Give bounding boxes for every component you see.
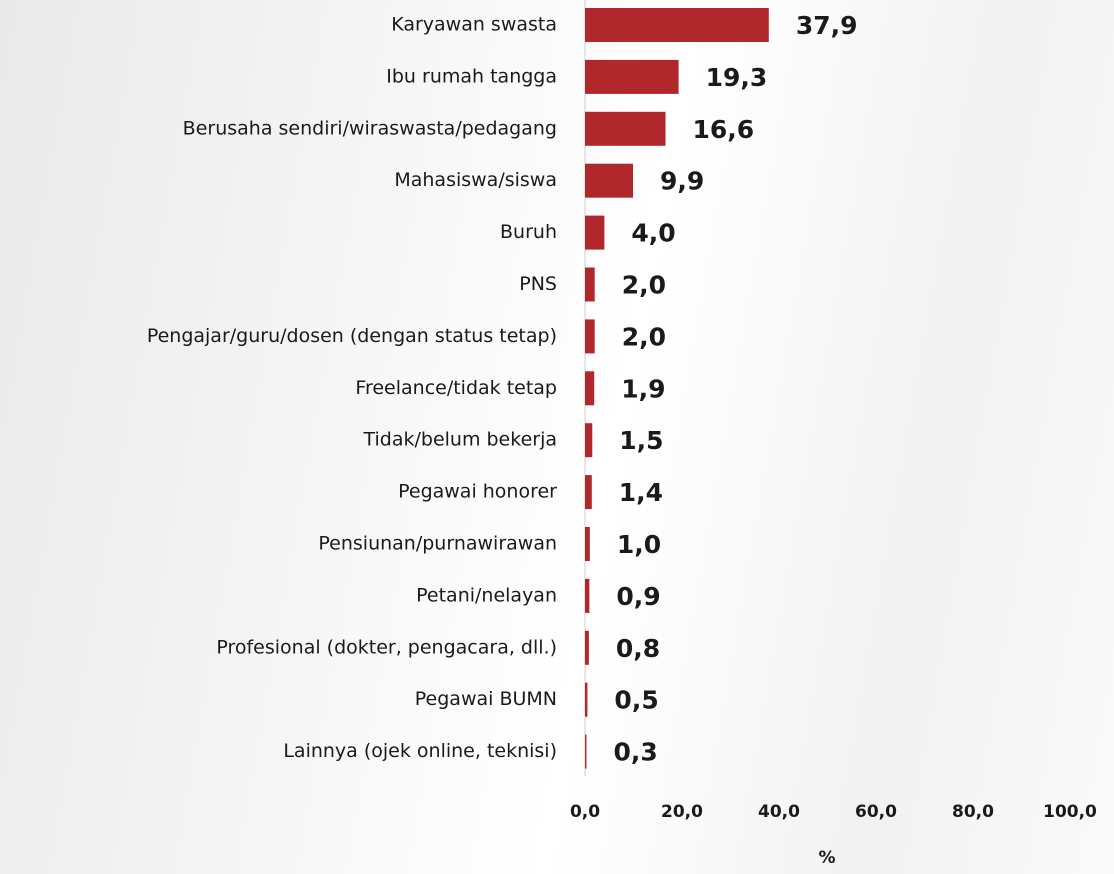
bar: [585, 8, 769, 42]
category-label: Pensiunan/purnawirawan: [318, 533, 557, 555]
bar: [585, 579, 589, 613]
category-label: Karyawan swasta: [391, 14, 557, 36]
value-label: 4,0: [631, 219, 675, 248]
x-tick-label: 40,0: [758, 802, 800, 822]
value-label: 0,5: [614, 686, 658, 715]
chart: % 0,0 20,0 40,0 60,0 80,0 100,0 Karyawan swast…: [0, 0, 1114, 874]
bar: [585, 60, 679, 94]
value-label: 2,0: [622, 322, 666, 351]
value-label: 2,0: [622, 271, 666, 300]
bar: [585, 683, 587, 717]
x-axis-label: %: [818, 848, 835, 868]
category-label: Freelance/tidak tetap: [355, 377, 557, 399]
value-label: 1,5: [619, 426, 663, 455]
bar: [585, 371, 594, 405]
value-label: 0,3: [613, 738, 657, 767]
bar: [585, 216, 604, 250]
bar: [585, 268, 595, 302]
category-label: Pengajar/guru/dosen (dengan status tetap…: [147, 325, 557, 347]
value-label: 16,6: [693, 115, 755, 144]
value-label: 19,3: [706, 63, 768, 92]
category-label: Ibu rumah tangga: [386, 65, 557, 87]
value-label: 37,9: [796, 11, 858, 40]
value-label: 1,0: [617, 530, 661, 559]
x-tick-label: 80,0: [952, 802, 994, 822]
category-label: Berusaha sendiri/wiraswasta/pedagang: [183, 117, 557, 139]
category-label: Tidak/belum bekerja: [362, 429, 557, 451]
category-label: Profesional (dokter, pengacara, dll.): [216, 636, 557, 658]
x-tick-label: 20,0: [661, 802, 703, 822]
bar: [585, 527, 590, 561]
value-label: 0,8: [616, 634, 660, 663]
category-label: Mahasiswa/siswa: [394, 169, 557, 191]
bar: [585, 164, 633, 198]
category-label: Pegawai honorer: [398, 481, 557, 503]
category-label: Petani/nelayan: [416, 584, 557, 606]
bar: [585, 475, 592, 509]
bar: [585, 735, 586, 769]
bar: [585, 631, 589, 665]
x-tick-label: 0,0: [570, 802, 600, 822]
value-label: 1,9: [621, 374, 665, 403]
value-label: 0,9: [616, 582, 660, 611]
bar: [585, 319, 595, 353]
x-tick-label: 100,0: [1043, 802, 1097, 822]
bar: [585, 112, 666, 146]
x-tick-label: 60,0: [855, 802, 897, 822]
category-label: PNS: [519, 273, 557, 295]
category-label: Pegawai BUMN: [415, 688, 557, 710]
value-label: 9,9: [660, 167, 704, 196]
value-label: 1,4: [619, 478, 663, 507]
category-label: Lainnya (ojek online, teknisi): [283, 740, 557, 762]
bar: [585, 423, 592, 457]
category-label: Buruh: [500, 221, 557, 243]
